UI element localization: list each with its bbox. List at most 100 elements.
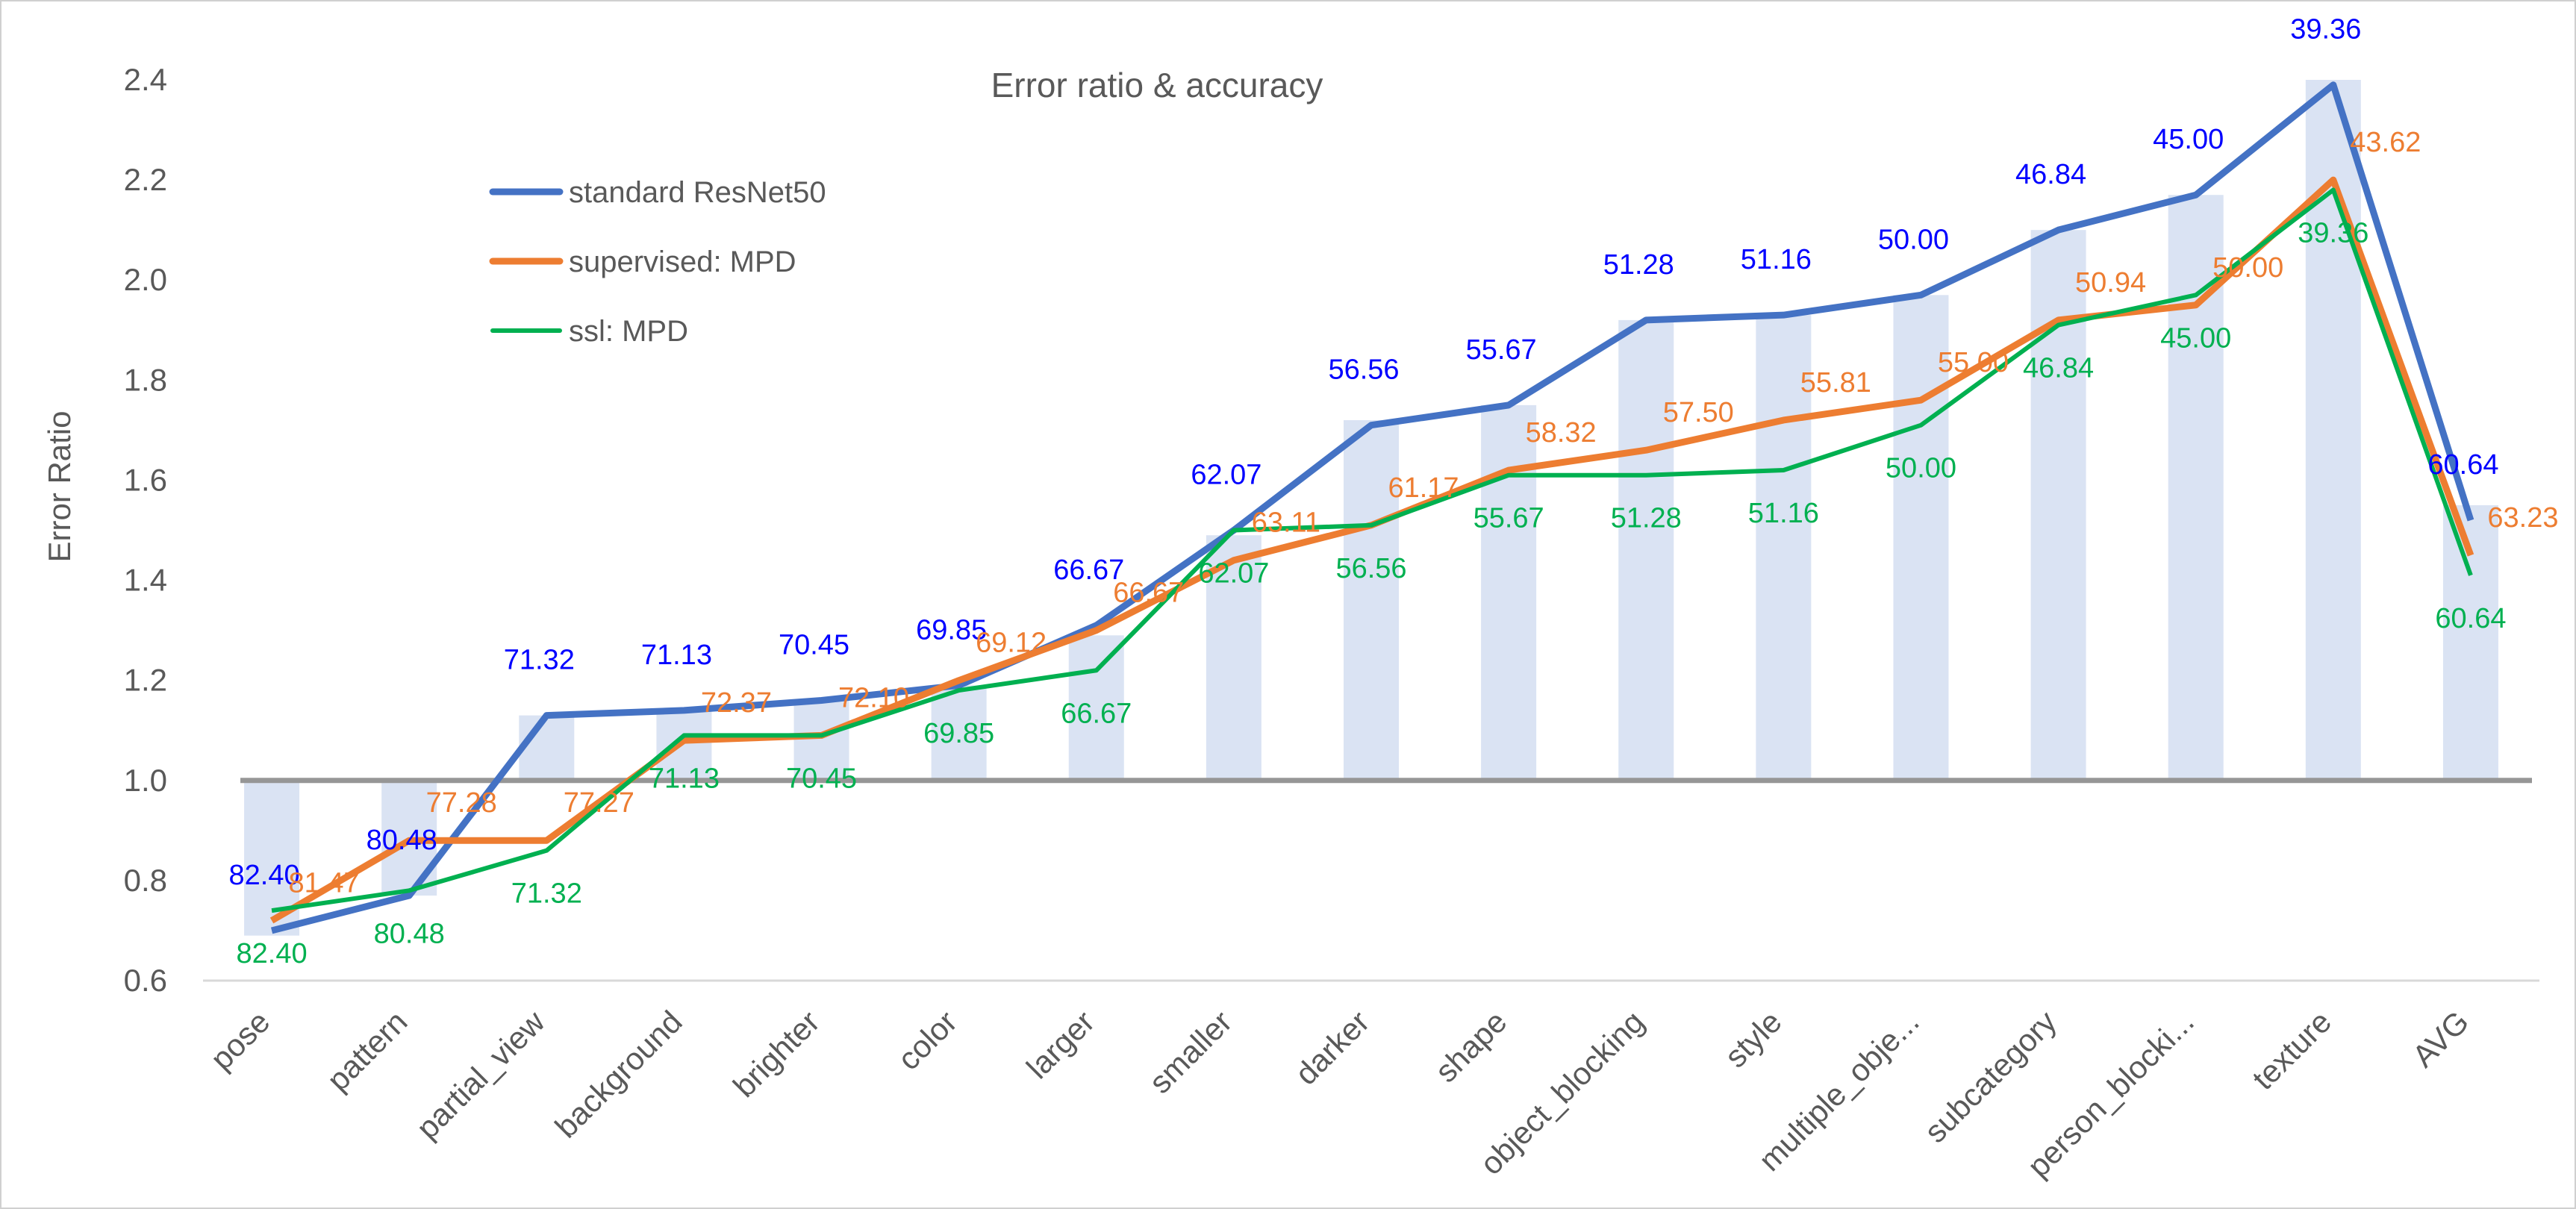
- data-label: 71.13: [649, 763, 720, 794]
- data-label: 66.67: [1061, 698, 1132, 729]
- data-label: 46.84: [2023, 353, 2094, 384]
- y-tick-label: 1.2: [124, 663, 167, 698]
- data-label: 80.48: [367, 825, 437, 856]
- y-tick-label: 0.8: [124, 863, 167, 898]
- data-label: 43.62: [2350, 127, 2421, 158]
- data-label: 69.12: [976, 628, 1047, 659]
- data-label: 55.67: [1466, 334, 1537, 366]
- data-label: 70.45: [786, 763, 857, 794]
- y-tick-label: 2.0: [124, 262, 167, 297]
- bar-6: [1068, 635, 1124, 781]
- y-tick-label: 1.0: [124, 763, 167, 798]
- legend-label: supervised: MPD: [569, 246, 796, 278]
- data-label: 80.48: [374, 918, 445, 949]
- bar-9: [1481, 404, 1537, 781]
- series-line-0: [270, 81, 2474, 934]
- series-line-2: [271, 187, 2473, 913]
- data-label: 82.40: [237, 938, 308, 969]
- data-label: 58.32: [1526, 417, 1597, 449]
- x-category-label: partial_view: [410, 1004, 552, 1146]
- y-axis-title: Error Ratio: [42, 410, 77, 562]
- data-label: 82.40: [229, 860, 300, 891]
- bar-11: [1756, 315, 1812, 781]
- data-label: 45.00: [2160, 322, 2231, 354]
- bar-7: [1206, 535, 1262, 781]
- data-label: 46.84: [2015, 159, 2086, 190]
- data-label: 71.32: [504, 645, 575, 676]
- x-category-label: AVG: [2406, 1004, 2476, 1074]
- bar-13: [2030, 230, 2086, 781]
- data-label: 72.37: [701, 687, 772, 719]
- bars-layer: [244, 80, 2498, 936]
- data-label: 60.64: [2427, 449, 2498, 481]
- data-label: 60.64: [2435, 603, 2506, 634]
- bar-10: [1618, 319, 1674, 781]
- y-tick-label: 2.2: [124, 162, 167, 197]
- lines-layer: [269, 81, 2474, 934]
- data-label: 50.94: [2075, 267, 2146, 299]
- x-category-label: larger: [1020, 1004, 1101, 1085]
- x-category-label: pose: [204, 1004, 277, 1077]
- data-label: 51.28: [1611, 503, 1682, 534]
- chart-title: Error ratio & accuracy: [991, 66, 1323, 104]
- data-label: 71.32: [511, 878, 582, 910]
- data-label: 62.07: [1191, 460, 1262, 491]
- data-label: 72.10: [838, 682, 909, 713]
- data-label: 50.00: [2212, 252, 2283, 284]
- labels-layer: 82.40 80.48 71.32 71.13 70.45 69.85 66.67 62.07…: [229, 14, 2559, 969]
- data-label: 51.16: [1741, 244, 1812, 275]
- data-label: 77.27: [564, 787, 634, 819]
- data-label: 39.36: [2290, 14, 2361, 46]
- legend-label: standard ResNet50: [569, 176, 826, 209]
- data-label: 39.36: [2298, 218, 2368, 249]
- data-label: 69.85: [923, 718, 994, 749]
- bar-4: [793, 700, 849, 781]
- data-label: 50.00: [1878, 224, 1949, 255]
- bar-12: [1893, 295, 1949, 781]
- data-label: 51.28: [1603, 249, 1674, 281]
- data-label: 70.45: [779, 629, 849, 660]
- x-category-label: style: [1718, 1004, 1788, 1074]
- data-label: 63.11: [1252, 507, 1320, 539]
- legend-label: ssl: MPD: [569, 315, 688, 348]
- data-label: 62.07: [1198, 558, 1269, 590]
- x-category-label: subcategory: [1918, 1004, 2063, 1149]
- data-label: 55.67: [1473, 503, 1544, 534]
- data-label: 56.56: [1328, 354, 1399, 386]
- x-category-label: color: [891, 1004, 964, 1077]
- y-tick-label: 2.4: [124, 62, 167, 97]
- x-category-label: texture: [2245, 1004, 2338, 1096]
- x-category-label: shape: [1428, 1004, 1513, 1089]
- bar-3: [656, 710, 712, 781]
- data-label: 45.00: [2153, 124, 2224, 155]
- data-label: 55.81: [1800, 367, 1871, 399]
- data-label: 66.67: [1113, 578, 1184, 609]
- legend: standard ResNet50 supervised: MPD ssl: MPD: [489, 176, 826, 348]
- data-label: 69.85: [916, 614, 987, 646]
- data-label: 51.16: [1748, 498, 1819, 529]
- x-category-label: darker: [1288, 1004, 1376, 1091]
- bar-5: [931, 685, 987, 781]
- y-tick-label: 1.4: [124, 563, 167, 598]
- data-label: 63.23: [2487, 502, 2558, 534]
- x-category-label: pattern: [320, 1004, 414, 1098]
- data-label: 50.00: [1886, 453, 1956, 484]
- data-label: 71.13: [641, 640, 712, 671]
- y-tick-label: 0.6: [124, 963, 167, 998]
- x-category-label: background: [548, 1004, 688, 1144]
- x-category-label: brighter: [726, 1004, 826, 1104]
- data-label: 61.17: [1388, 472, 1459, 504]
- bar-2: [519, 715, 575, 781]
- data-label: 81.47: [289, 868, 360, 899]
- data-label: 55.00: [1938, 347, 2009, 378]
- data-label: 77.28: [426, 787, 497, 819]
- data-label: 66.67: [1053, 554, 1124, 586]
- data-label: 56.56: [1335, 553, 1406, 584]
- data-label: 57.50: [1663, 397, 1734, 428]
- bar-8: [1344, 419, 1399, 781]
- x-category-label: smaller: [1142, 1004, 1238, 1100]
- y-tick-label: 1.6: [124, 462, 167, 497]
- y-tick-label: 1.8: [124, 362, 167, 397]
